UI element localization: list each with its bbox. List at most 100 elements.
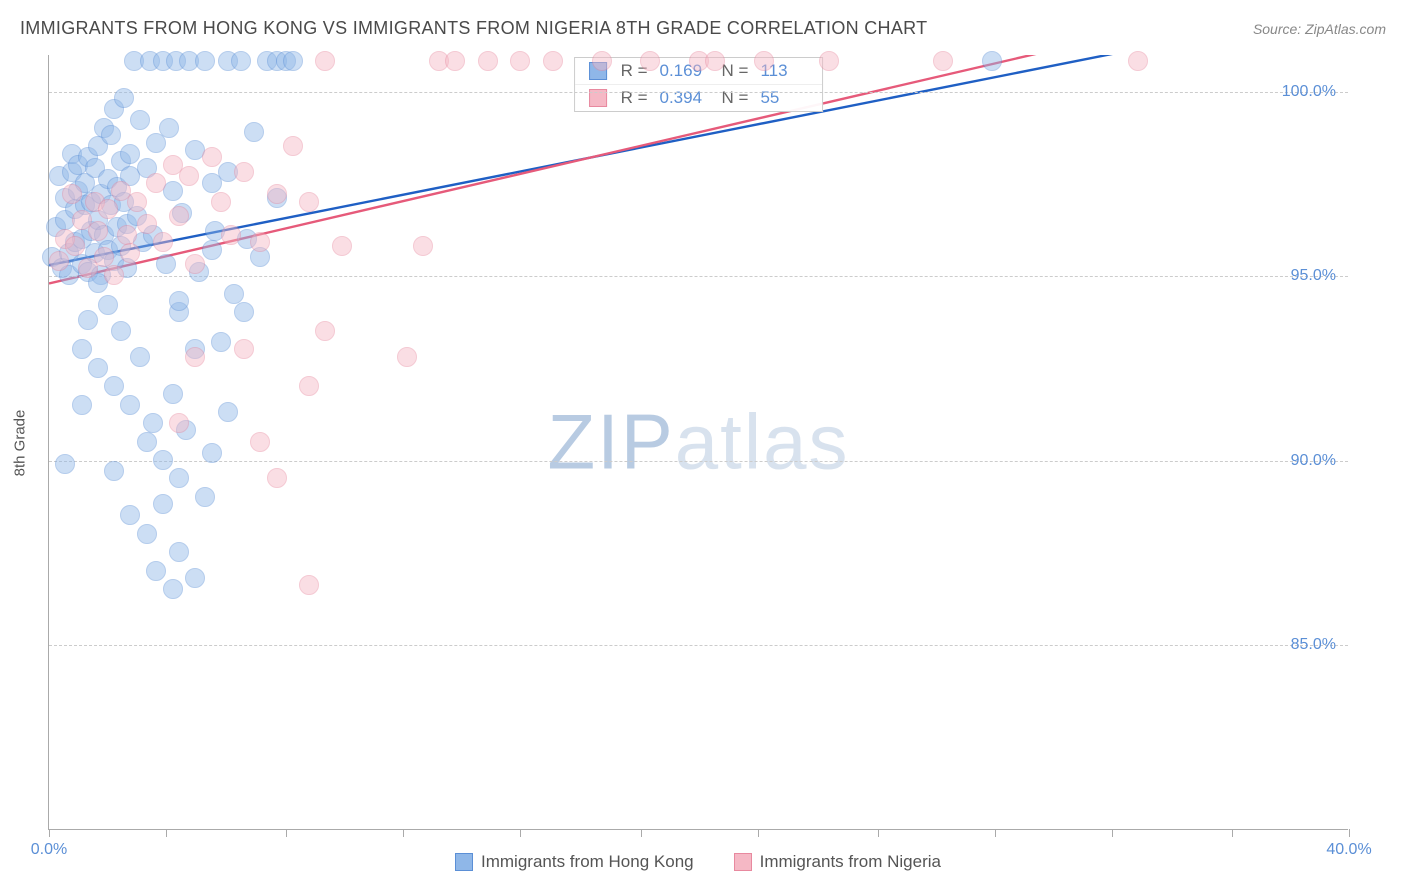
- gridline: [49, 645, 1348, 646]
- stats-row: R = 0.394N = 55: [575, 84, 823, 111]
- scatter-point: [137, 432, 157, 452]
- x-tick: [878, 829, 879, 837]
- x-tick: [758, 829, 759, 837]
- scatter-point: [211, 192, 231, 212]
- scatter-point: [120, 505, 140, 525]
- scatter-point: [179, 166, 199, 186]
- scatter-point: [510, 51, 530, 71]
- scatter-point: [195, 51, 215, 71]
- scatter-point: [185, 347, 205, 367]
- scatter-point: [94, 247, 114, 267]
- scatter-point: [88, 221, 108, 241]
- scatter-point: [62, 184, 82, 204]
- scatter-point: [315, 51, 335, 71]
- scatter-point: [169, 206, 189, 226]
- scatter-point: [169, 468, 189, 488]
- chart-title: IMMIGRANTS FROM HONG KONG VS IMMIGRANTS …: [20, 18, 927, 39]
- scatter-point: [65, 236, 85, 256]
- legend-item: Immigrants from Nigeria: [734, 852, 941, 872]
- chart-source: Source: ZipAtlas.com: [1253, 21, 1386, 37]
- x-tick: [49, 829, 50, 837]
- scatter-point: [315, 321, 335, 341]
- scatter-point: [250, 232, 270, 252]
- scatter-point: [202, 147, 222, 167]
- scatter-point: [195, 487, 215, 507]
- scatter-point: [153, 494, 173, 514]
- scatter-point: [211, 332, 231, 352]
- scatter-point: [137, 524, 157, 544]
- scatter-point: [137, 214, 157, 234]
- y-tick-label: 90.0%: [1291, 452, 1336, 470]
- scatter-point: [267, 468, 287, 488]
- scatter-point: [117, 225, 137, 245]
- gridline: [49, 276, 1348, 277]
- scatter-point: [754, 51, 774, 71]
- scatter-point: [98, 199, 118, 219]
- scatter-point: [104, 376, 124, 396]
- scatter-point: [72, 395, 92, 415]
- scatter-point: [88, 358, 108, 378]
- scatter-point: [234, 162, 254, 182]
- scatter-point: [146, 173, 166, 193]
- scatter-point: [156, 254, 176, 274]
- scatter-point: [49, 251, 69, 271]
- scatter-point: [185, 254, 205, 274]
- scatter-point: [169, 291, 189, 311]
- scatter-point: [933, 51, 953, 71]
- scatter-point: [592, 51, 612, 71]
- scatter-point: [153, 450, 173, 470]
- scatter-point: [819, 51, 839, 71]
- series-legend: Immigrants from Hong Kong Immigrants from…: [48, 852, 1348, 872]
- y-tick-label: 95.0%: [1291, 267, 1336, 285]
- scatter-point: [231, 51, 251, 71]
- x-tick: [995, 829, 996, 837]
- legend-label: Immigrants from Nigeria: [760, 852, 941, 872]
- x-tick: [520, 829, 521, 837]
- x-tick: [286, 829, 287, 837]
- scatter-point: [543, 51, 563, 71]
- scatter-point: [104, 461, 124, 481]
- scatter-point: [169, 542, 189, 562]
- scatter-point: [640, 51, 660, 71]
- scatter-point: [299, 192, 319, 212]
- scatter-point: [120, 243, 140, 263]
- scatter-point: [185, 568, 205, 588]
- scatter-point: [72, 339, 92, 359]
- y-axis-label: 8th Grade: [12, 409, 29, 476]
- plot-area: 8th Grade ZIPatlas R = 0.169N = 113R = 0…: [48, 55, 1348, 830]
- scatter-point: [445, 51, 465, 71]
- scatter-point: [299, 575, 319, 595]
- scatter-point: [705, 51, 725, 71]
- scatter-point: [234, 339, 254, 359]
- legend-swatch: [455, 853, 473, 871]
- scatter-point: [234, 302, 254, 322]
- scatter-point: [332, 236, 352, 256]
- scatter-point: [169, 413, 189, 433]
- scatter-point: [146, 561, 166, 581]
- x-tick: [1232, 829, 1233, 837]
- scatter-point: [78, 310, 98, 330]
- scatter-point: [111, 321, 131, 341]
- scatter-point: [163, 384, 183, 404]
- x-tick: [403, 829, 404, 837]
- scatter-point: [163, 579, 183, 599]
- scatter-point: [120, 144, 140, 164]
- scatter-point: [130, 347, 150, 367]
- scatter-point: [55, 454, 75, 474]
- scatter-point: [98, 295, 118, 315]
- scatter-point: [283, 51, 303, 71]
- x-tick: [1112, 829, 1113, 837]
- x-tick: [641, 829, 642, 837]
- y-tick-label: 100.0%: [1282, 83, 1336, 101]
- scatter-point: [153, 232, 173, 252]
- scatter-point: [218, 402, 238, 422]
- scatter-point: [397, 347, 417, 367]
- legend-label: Immigrants from Hong Kong: [481, 852, 694, 872]
- scatter-point: [130, 110, 150, 130]
- scatter-point: [224, 284, 244, 304]
- scatter-point: [250, 432, 270, 452]
- scatter-point: [1128, 51, 1148, 71]
- scatter-point: [104, 265, 124, 285]
- y-tick-label: 85.0%: [1291, 636, 1336, 654]
- x-tick: [1349, 829, 1350, 837]
